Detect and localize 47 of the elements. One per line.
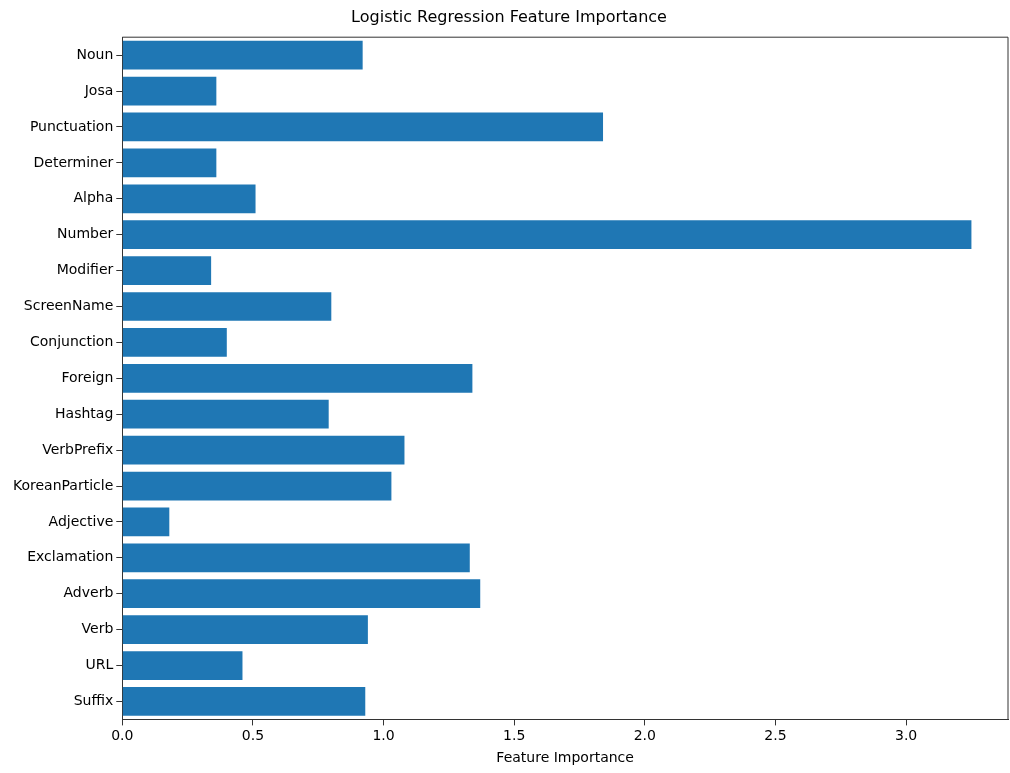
y-tick-label: Adjective <box>48 512 114 529</box>
y-tick-label: Josa <box>83 81 114 98</box>
bar <box>122 579 481 609</box>
y-tick-label: Exclamation <box>27 548 114 565</box>
bar <box>122 220 972 250</box>
y-tick-label: KoreanParticle <box>12 476 114 493</box>
x-axis-title: Feature Importance <box>496 749 634 766</box>
y-tick-label: Hashtag <box>55 404 114 421</box>
bar <box>122 615 368 644</box>
bar <box>122 184 256 214</box>
bar <box>122 112 604 142</box>
bar <box>122 76 217 106</box>
bar <box>122 435 405 465</box>
bar <box>122 687 366 716</box>
y-tick-label: Alpha <box>73 189 114 206</box>
y-tick-label: Foreign <box>61 368 114 385</box>
bar <box>122 651 243 680</box>
y-tick-label: Modifier <box>56 261 114 278</box>
bar <box>122 399 329 429</box>
bar <box>122 543 470 573</box>
y-tick-label: Suffix <box>73 692 114 709</box>
bar <box>122 292 332 321</box>
chart-title: Logistic Regression Feature Importance <box>351 6 667 26</box>
y-tick-label: URL <box>85 656 114 673</box>
y-tick-label: Punctuation <box>29 117 114 134</box>
bar <box>122 363 473 393</box>
y-tick-label: ScreenName <box>23 297 114 314</box>
y-tick-label: Noun <box>76 45 114 62</box>
bar <box>122 471 392 501</box>
bar <box>122 40 363 70</box>
x-tick-label: 0.0 <box>111 727 134 744</box>
x-tick-label: 3.0 <box>894 727 918 744</box>
bar <box>122 256 212 285</box>
y-tick-label: VerbPrefix <box>42 440 114 457</box>
y-tick-label: Adverb <box>63 584 114 601</box>
x-tick-label: 0.5 <box>241 727 265 744</box>
bar <box>122 148 217 178</box>
bar <box>122 507 170 537</box>
y-tick-label: Conjunction <box>29 333 114 350</box>
bar <box>122 328 227 357</box>
x-tick-label: 1.5 <box>503 727 526 744</box>
x-tick-label: 1.0 <box>372 727 395 744</box>
y-tick-label: Verb <box>81 620 114 637</box>
x-tick-label: 2.0 <box>633 727 656 744</box>
x-tick-label: 2.5 <box>764 727 787 744</box>
y-tick-label: Number <box>57 225 114 242</box>
y-tick-label: Determiner <box>33 153 114 170</box>
